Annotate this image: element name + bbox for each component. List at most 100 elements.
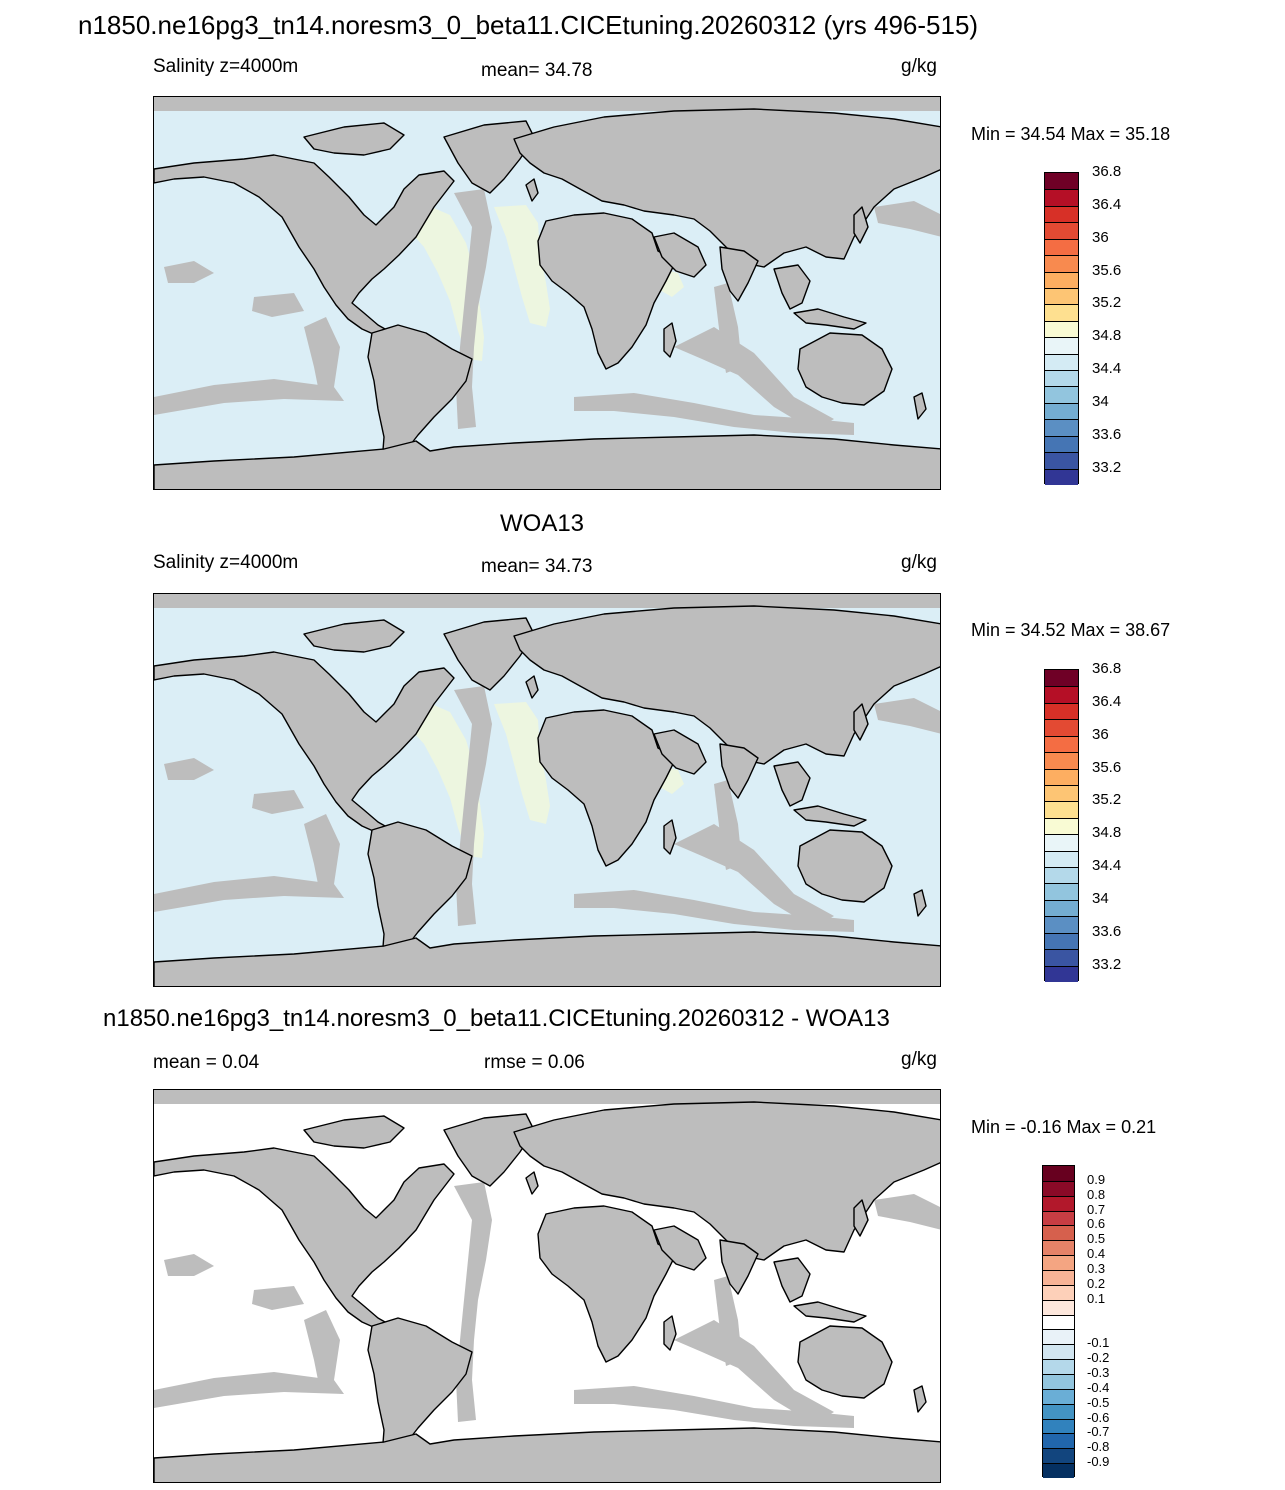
colorbar: 33.2 33.6 34 34.4 34.8 35.2 35.6 36 36.4 36.8: [1044, 660, 1121, 982]
colorbar-segment: [1043, 1374, 1074, 1389]
land-south-america: [367, 324, 473, 468]
panel-center-label: mean= 34.73: [481, 556, 593, 577]
colorbar-segment: [1045, 435, 1078, 453]
land-australia: [797, 332, 893, 406]
colorbar-tick-label: -0.2: [1087, 1350, 1110, 1366]
colorbar-tick-label: 36: [1092, 725, 1109, 743]
colorbar-segment: [1043, 1225, 1074, 1241]
colorbar-tick-label: 0.7: [1087, 1201, 1106, 1217]
shallow-mask-2: [154, 876, 344, 912]
colorbar-segment: [1043, 1314, 1074, 1330]
colorbar-segment: [1045, 784, 1078, 802]
land-greenland: [443, 617, 535, 691]
land-canadian-arctic: [303, 619, 405, 653]
colorbar-segment: [1045, 337, 1078, 354]
minmax-label: Min = 34.54 Max = 35.18: [971, 124, 1171, 144]
colorbar-tick-label: 36.4: [1092, 195, 1122, 213]
shallow-mask-8: [874, 1194, 940, 1230]
land-new-zealand: [913, 392, 927, 420]
land-australia: [797, 1325, 893, 1399]
shallow-mask-4: [304, 1310, 340, 1390]
panel-title: n1850.ne16pg3_tn14.noresm3_0_beta11.CICE…: [103, 1005, 890, 1032]
land-indonesia: [793, 1301, 867, 1323]
colorbar: 33.2 33.6 34 34.4 34.8 35.2 35.6 36 36.4 36.8: [1044, 163, 1121, 485]
shallow-mask-3: [574, 1386, 854, 1428]
colorbar-segment: [1043, 1299, 1074, 1315]
colorbar-tick-label: 35.6: [1092, 758, 1122, 776]
shallow-mask-3: [574, 890, 854, 932]
colorbar-tick-label: -0.7: [1087, 1424, 1110, 1440]
shallow-mask-6: [164, 1254, 214, 1276]
land-eurasia: [513, 605, 940, 765]
colorbar-tick-label: 36: [1092, 228, 1109, 246]
colorbar-segment: [1045, 304, 1078, 321]
colorbar-segment: [1045, 932, 1078, 950]
land-indonesia: [793, 805, 867, 827]
panel-center-label: rmse = 0.06: [484, 1052, 585, 1073]
colorbar-segment: [1045, 899, 1078, 917]
colorbar-segment: [1043, 1284, 1074, 1300]
land-north-america: [154, 651, 455, 835]
land-canadian-arctic: [303, 1115, 405, 1149]
colorbar-segment: [1045, 468, 1078, 485]
land-india: [719, 246, 759, 302]
colorbar-segment: [1045, 850, 1078, 868]
arctic-mask: [154, 97, 940, 111]
land-antarctica: [154, 1427, 940, 1482]
shallow-mask-6: [164, 261, 214, 283]
colorbar-segment: [1045, 419, 1078, 436]
shallow-mask-2: [154, 379, 344, 415]
arctic-mask: [154, 594, 940, 608]
land-madagascar: [663, 322, 677, 358]
shallow-mask-8: [874, 698, 940, 734]
land-africa: [537, 1205, 677, 1363]
panel-units: g/kg: [901, 552, 937, 573]
land-eurasia: [513, 1101, 940, 1261]
colorbar-segment: [1043, 1255, 1074, 1270]
shallow-mask-1: [674, 824, 834, 928]
difference-map: [153, 1089, 941, 1483]
colorbar-segment: [1043, 1388, 1074, 1404]
colorbar-tick-label: 0.1: [1087, 1290, 1106, 1306]
colorbar-segment: [1043, 1463, 1074, 1478]
colorbar-tick-label: 34.8: [1092, 327, 1122, 345]
colorbar-segment: [1043, 1329, 1074, 1345]
colorbar-tick-label: 34.4: [1092, 360, 1122, 378]
colorbar-segment: [1043, 1403, 1074, 1419]
colorbar-segment: [1045, 173, 1078, 190]
shallow-mask-5: [714, 283, 742, 373]
colorbar-tick-label: -0.8: [1087, 1439, 1110, 1455]
land-uk: [525, 178, 539, 202]
shallow-mask-5: [714, 1276, 742, 1366]
colorbar-segment: [1045, 735, 1078, 753]
colorbar-segment: [1045, 402, 1078, 420]
colorbar-segment: [1045, 834, 1078, 851]
colorbar-tick-label: -0.6: [1087, 1409, 1110, 1425]
colorbar-segment: [1045, 452, 1078, 469]
colorbar-segment: [1043, 1344, 1074, 1360]
colorbar-tick-label: 0.5: [1087, 1231, 1106, 1247]
land-indonesia: [793, 308, 867, 330]
colorbar-segment: [1043, 1166, 1074, 1181]
salinity-band-1: [494, 1198, 550, 1320]
shallow-mask-1: [674, 327, 834, 431]
colorbar-tick-label: 34.8: [1092, 824, 1122, 842]
land-arabia: [653, 729, 707, 775]
land-south-america: [367, 1317, 473, 1461]
colorbar-tick-label: -0.5: [1087, 1394, 1110, 1410]
colorbar-tick-label: 36.8: [1092, 163, 1122, 180]
land-canadian-arctic: [303, 122, 405, 156]
land-japan: [853, 1199, 869, 1237]
land-new-zealand: [913, 889, 927, 917]
colorbar-box: [1042, 1165, 1075, 1478]
minmax-label: Min = -0.16 Max = 0.21: [971, 1117, 1157, 1137]
shallow-mask-7: [252, 1286, 304, 1310]
shallow-mask-8: [874, 201, 940, 237]
salinity-band-0: [394, 203, 484, 361]
colorbar-segment: [1043, 1433, 1074, 1449]
land-madagascar: [663, 1315, 677, 1351]
salinity-map: [153, 96, 941, 490]
land-india: [719, 1239, 759, 1295]
shallow-mask-6: [164, 758, 214, 780]
colorbar-segment: [1045, 353, 1078, 371]
